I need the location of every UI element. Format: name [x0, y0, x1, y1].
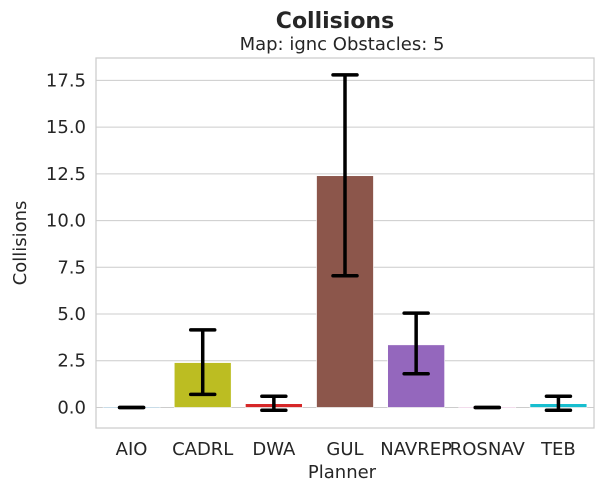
- y-tick-label: 2.5: [57, 351, 86, 372]
- x-tick-label: DWA: [252, 439, 296, 460]
- y-tick-label: 7.5: [57, 257, 86, 278]
- x-tick-label: AIO: [116, 439, 148, 460]
- y-tick-label: 10.0: [46, 211, 86, 232]
- x-tick-label: ROSNAV: [450, 439, 526, 460]
- x-tick-label: CADRL: [172, 439, 233, 460]
- y-tick-label: 0.0: [57, 397, 86, 418]
- y-axis-label: Collisions: [10, 201, 31, 286]
- y-tick-labels: 0.0 2.5 5.0 7.5 10.0 12.5 15.0 17.5: [46, 70, 86, 418]
- error-bars: [117, 73, 573, 412]
- chart-title: Collisions: [276, 9, 394, 34]
- x-tick-label: NAVREP: [380, 439, 452, 460]
- y-tick-label: 5.0: [57, 304, 86, 325]
- plot-frame: [95, 57, 595, 429]
- x-axis-label: Planner: [308, 462, 377, 483]
- x-tick-label: GUL: [326, 439, 363, 460]
- y-tick-label: 12.5: [46, 164, 86, 185]
- x-tick-label: TEB: [540, 439, 576, 460]
- y-tick-label: 15.0: [46, 117, 86, 138]
- y-tick-label: 17.5: [46, 70, 86, 91]
- chart-subtitle: Map: ignc Obstacles: 5: [240, 34, 445, 55]
